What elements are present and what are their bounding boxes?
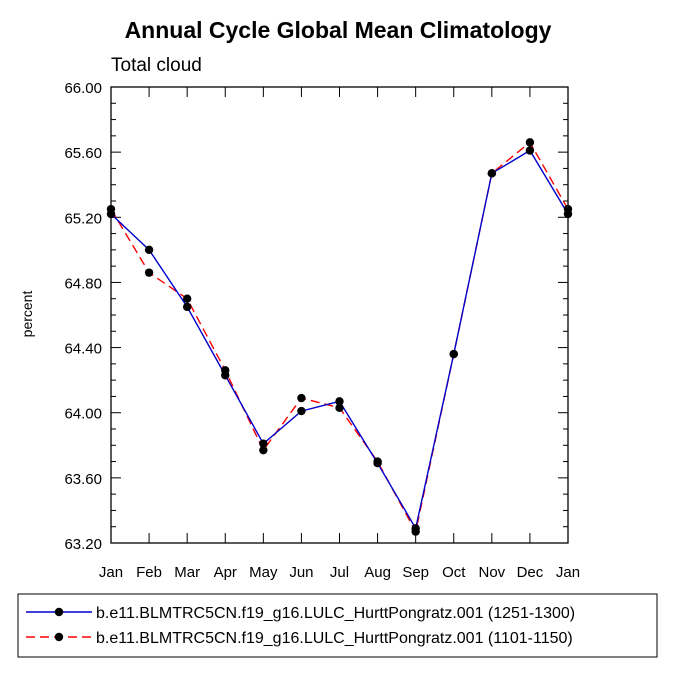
plot-frame [110, 86, 569, 544]
x-tick-label: Oct [442, 564, 466, 581]
axis-ticks [110, 86, 569, 544]
data-point [182, 302, 192, 312]
x-tick-label: Sep [402, 564, 429, 581]
chart-title: Annual Cycle Global Mean Climatology [125, 17, 552, 43]
data-point [335, 397, 344, 406]
data-point [106, 209, 116, 219]
y-tick-label: 64.40 [64, 341, 102, 358]
series-line [110, 141, 569, 534]
x-tick-label: Jan [556, 564, 580, 581]
data-point [144, 245, 154, 255]
data-point [525, 138, 535, 147]
y-tick-label: 64.80 [64, 275, 102, 292]
y-tick-label: 65.60 [64, 145, 102, 162]
x-tick-label: Aug [364, 564, 391, 581]
data-point [335, 403, 344, 413]
data-point [487, 169, 497, 178]
legend-label: b.e11.BLMTRC5CN.f19_g16.LULC_HurttPongra… [96, 605, 575, 622]
x-tick-label: Dec [517, 564, 544, 581]
x-tick-label: Mar [174, 564, 200, 581]
y-tick-labels: 63.20 63.60 64.00 64.40 64.80 65.20 65.60 66.00 [64, 80, 102, 553]
chart-subtitle: Total cloud [111, 55, 202, 76]
data-point [449, 349, 458, 359]
x-tick-labels: Jan Feb Mar Apr May Jun Jul Aug Sep Oct Nov Dec Jan [99, 564, 580, 581]
data-point [373, 459, 382, 468]
data-point [182, 294, 192, 303]
y-tick-label: 66.00 [64, 80, 102, 97]
legend-marker [54, 632, 64, 642]
data-point [563, 209, 573, 219]
x-tick-label: May [249, 564, 278, 581]
y-tick-label: 63.60 [64, 471, 102, 488]
legend: b.e11.BLMTRC5CN.f19_g16.LULC_HurttPongra… [26, 605, 575, 647]
x-tick-label: Jul [330, 564, 349, 581]
legend-marker [54, 607, 64, 617]
series-group [106, 138, 573, 536]
legend-box [17, 593, 658, 658]
data-point [221, 371, 230, 380]
data-point [259, 439, 268, 448]
y-tick-label: 65.20 [64, 210, 102, 227]
x-tick-label: Apr [214, 564, 237, 581]
series-line [110, 149, 569, 531]
legend-label: b.e11.BLMTRC5CN.f19_g16.LULC_HurttPongra… [96, 630, 573, 647]
data-point [297, 406, 306, 416]
x-tick-label: Feb [136, 564, 162, 581]
x-tick-label: Nov [478, 564, 505, 581]
data-point [144, 268, 154, 277]
data-point [525, 146, 535, 155]
data-point [297, 393, 306, 403]
x-tick-label: Jun [289, 564, 313, 581]
data-point [259, 445, 268, 455]
y-tick-label: 64.00 [64, 406, 102, 423]
x-tick-label: Jan [99, 564, 123, 581]
y-axis-label: percent [19, 291, 35, 338]
y-tick-label: 63.20 [64, 536, 102, 553]
data-point [411, 524, 420, 533]
